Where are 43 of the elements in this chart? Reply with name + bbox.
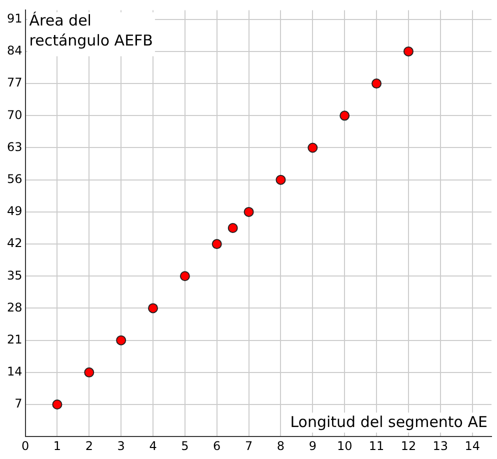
x-tick-label: 11 xyxy=(368,438,384,453)
x-tick-label: 7 xyxy=(244,438,253,453)
point xyxy=(403,46,414,56)
x-tick-label: 5 xyxy=(181,438,189,453)
point xyxy=(276,174,286,185)
x-tick-label: 3 xyxy=(117,438,125,453)
y-tick-label: 77 xyxy=(6,76,22,90)
x-tick-label: 12 xyxy=(400,438,416,453)
x-tick-label: 8 xyxy=(276,438,285,453)
point xyxy=(212,239,222,250)
point xyxy=(228,222,238,233)
point xyxy=(308,142,318,153)
point xyxy=(372,78,382,89)
y-tick-label: 42 xyxy=(6,236,22,250)
y-tick-label: 7 xyxy=(14,396,22,411)
y-tick-label: 35 xyxy=(6,268,22,282)
x-axis-title: Longitud del segmento AE xyxy=(290,412,488,431)
x-tick-label: 10 xyxy=(336,438,352,453)
x-tick-label: 1 xyxy=(53,438,62,453)
point xyxy=(180,271,190,282)
point xyxy=(148,303,158,314)
y-tick-label: 56 xyxy=(6,172,22,186)
y-tick-label: 84 xyxy=(6,44,22,58)
y-tick-label: 91 xyxy=(6,11,22,26)
point xyxy=(244,206,254,217)
x-tick-label: 14 xyxy=(464,438,480,453)
y-tick-label: 21 xyxy=(6,332,22,346)
x-tick-label: 6 xyxy=(213,438,221,453)
y-tick-label: 63 xyxy=(6,140,22,154)
point xyxy=(84,367,94,378)
y-tick-label: 70 xyxy=(6,108,22,122)
x-tick-label: 9 xyxy=(308,438,316,453)
x-tick-label: 4 xyxy=(149,438,157,453)
y-tick-label: 28 xyxy=(6,300,22,314)
y-axis-title: Área del rectángulo AEFB xyxy=(29,12,153,50)
y-tick-label: 14 xyxy=(6,364,22,379)
x-tick-label: 13 xyxy=(432,438,448,453)
point xyxy=(52,400,62,410)
x-tick-label: 2 xyxy=(85,438,93,453)
point xyxy=(116,335,126,346)
x-tick-label: 0 xyxy=(21,438,30,453)
point xyxy=(340,110,350,121)
y-tick-label: 49 xyxy=(6,204,22,218)
